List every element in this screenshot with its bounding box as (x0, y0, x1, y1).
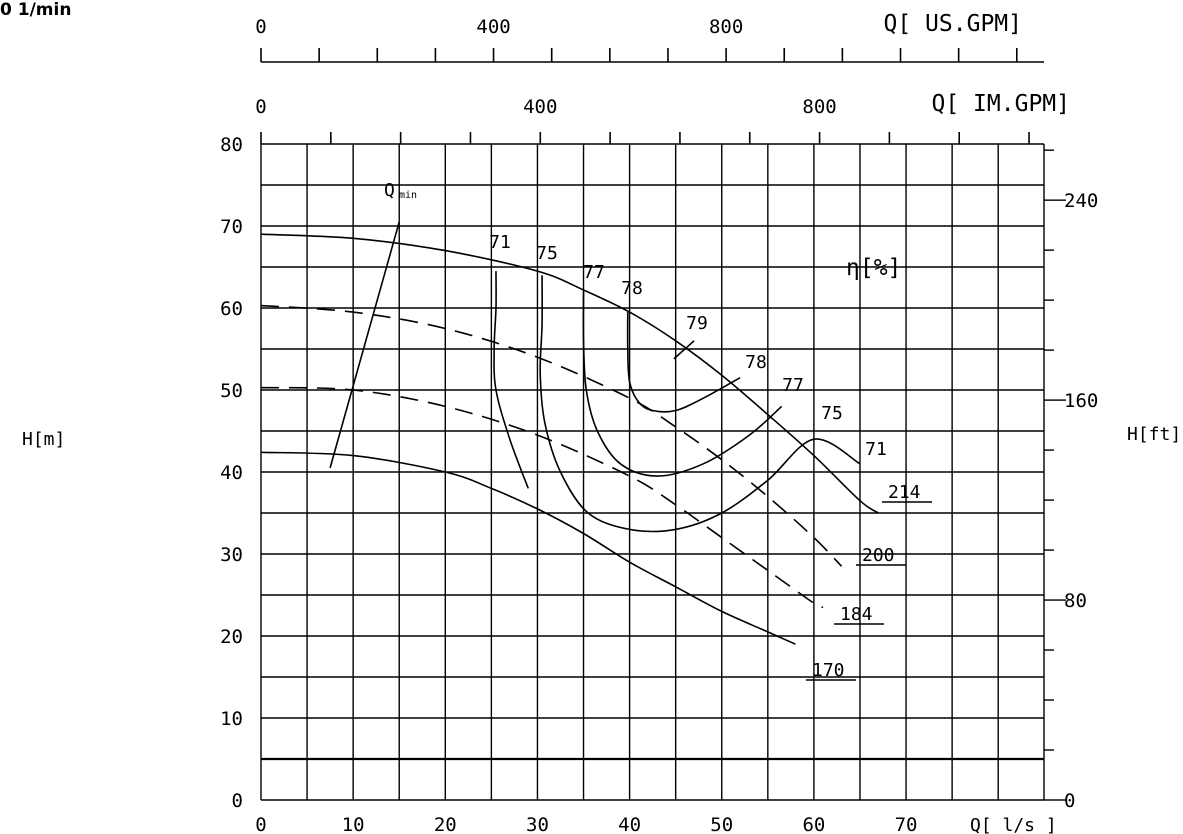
x-axis-title: Q[ l/s ] (970, 815, 1057, 834)
y-axis-left-title: H[m] (22, 429, 65, 450)
curves (260, 221, 879, 645)
efficiency-label-71-right: 71 (865, 439, 887, 460)
right-tick-label: 0 (1064, 790, 1075, 812)
efficiency-label-77-right: 77 (782, 375, 804, 396)
us-gpm-tick-label: 800 (709, 16, 743, 38)
y-tick-label: 30 (220, 544, 243, 566)
top-axis-im-title: Q[ IM.GPM] (932, 91, 1070, 117)
y-axis-right-title: H[ft] (1127, 424, 1181, 445)
efficiency-curve-79 (673, 340, 695, 360)
x-tick-label: 40 (618, 814, 641, 834)
y-tick-label: 80 (220, 134, 243, 156)
right-tick-label: 80 (1064, 590, 1087, 612)
right-tick-label: 240 (1064, 190, 1098, 212)
speed-label: 0 1/min (0, 0, 71, 20)
efficiency-label-75: 75 (536, 243, 558, 264)
x-tick-label: 30 (526, 814, 549, 834)
y-tick-label: 0 (232, 790, 243, 812)
diameter-label-184: 184 (840, 604, 873, 625)
efficiency-curve-78 (626, 312, 741, 413)
y-tick-label: 40 (220, 462, 243, 484)
y-tick-label: 10 (220, 708, 243, 730)
im-gpm-tick-label: 0 (255, 96, 266, 118)
axes (260, 48, 1066, 801)
y-tick-label: 70 (220, 216, 243, 238)
y-tick-label: 60 (220, 298, 243, 320)
head-curve-184 (260, 386, 824, 609)
y-tick-label: 50 (220, 380, 243, 402)
x-tick-label: 20 (434, 814, 457, 834)
diameter-label-214: 214 (888, 482, 921, 503)
efficiency-label-78: 78 (621, 278, 643, 299)
efficiency-label-77: 77 (583, 262, 605, 283)
efficiency-label-79: 79 (686, 313, 708, 334)
im-gpm-tick-label: 400 (523, 96, 557, 118)
x-tick-label: 50 (710, 814, 733, 834)
im-gpm-tick-label: 800 (802, 96, 836, 118)
efficiency-curve-77 (582, 291, 783, 477)
qmin-label-sub: min (399, 190, 417, 201)
right-tick-label: 160 (1064, 390, 1098, 412)
us-gpm-tick-label: 400 (476, 16, 510, 38)
diameter-label-170: 170 (812, 660, 845, 681)
efficiency-curve-71 (493, 271, 529, 489)
grid (260, 143, 1044, 801)
efficiency-label: η[%] (846, 255, 901, 281)
efficiency-label-75-right: 75 (821, 403, 843, 424)
head-curve-200 (260, 304, 843, 567)
y-tick-label: 20 (220, 626, 243, 648)
us-gpm-tick-label: 0 (255, 16, 266, 38)
x-tick-label: 0 (255, 814, 266, 834)
top-axis-us-title: Q[ US.GPM] (884, 11, 1022, 37)
x-tick-label: 10 (342, 814, 365, 834)
head-curve-170 (260, 451, 796, 645)
head-curve-214 (260, 233, 879, 514)
diameter-label-200: 200 (862, 545, 895, 566)
qmin-line (329, 221, 400, 469)
efficiency-curve-75 (539, 275, 861, 533)
efficiency-label-71: 71 (489, 232, 511, 253)
x-tick-label: 60 (802, 814, 825, 834)
qmin-label: Q (384, 180, 395, 201)
x-tick-label: 70 (895, 814, 918, 834)
efficiency-label-78-right: 78 (745, 352, 767, 373)
